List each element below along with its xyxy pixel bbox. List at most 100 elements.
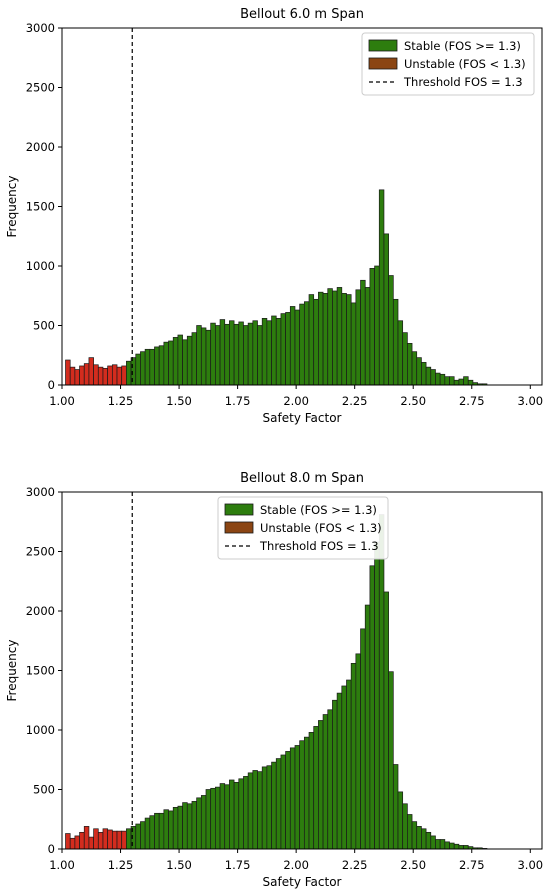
bar-stable	[186, 803, 193, 850]
bar-stable	[467, 379, 474, 386]
bar-stable	[172, 807, 179, 850]
legend: Stable (FOS >= 1.3) Unstable (FOS < 1.3) T…	[217, 496, 389, 560]
bar-stable	[280, 754, 286, 850]
bar-stable	[149, 348, 155, 386]
bar-stable	[332, 290, 338, 386]
bar-unstable	[93, 364, 99, 386]
bar-stable	[360, 279, 366, 386]
bar-stable	[430, 369, 436, 386]
x-tick-label: 2.00	[283, 858, 309, 872]
bar-unstable	[111, 830, 118, 850]
bar-stable	[238, 778, 244, 850]
bar-stable	[322, 293, 329, 386]
bar-stable	[285, 312, 291, 386]
bar-stable	[168, 810, 174, 850]
bar-stable	[407, 343, 413, 386]
bar-stable	[397, 791, 404, 850]
bar-stable	[453, 379, 460, 386]
bar-unstable	[97, 831, 104, 850]
x-tick-label: 2.75	[459, 858, 485, 872]
bar-stable	[397, 320, 404, 386]
bar-stable	[402, 332, 408, 386]
bar-stable	[168, 340, 174, 386]
y-tick-label: 3000	[26, 485, 55, 499]
x-tick-label: 1.00	[49, 394, 75, 408]
bar-stable	[411, 821, 418, 850]
bar-stable	[369, 565, 375, 850]
x-axis-label: Safety Factor	[263, 411, 342, 425]
x-tick-label: 1.50	[166, 858, 192, 872]
bar-unstable	[79, 365, 85, 386]
y-tick-label: 500	[33, 783, 55, 797]
bar-stable	[355, 289, 361, 386]
bar-stable	[453, 843, 460, 850]
bar-stable	[458, 378, 464, 386]
bar-unstable	[83, 826, 90, 850]
bar-stable	[392, 298, 399, 386]
bar-stable	[383, 233, 389, 386]
bar-stable	[435, 372, 441, 386]
bar-stable	[275, 318, 282, 386]
bar-stable	[149, 815, 155, 850]
y-tick-label: 2000	[26, 140, 55, 154]
bar-unstable	[93, 828, 99, 850]
chart-title: Bellout 6.0 m Span	[240, 7, 364, 22]
y-tick-label: 1500	[26, 664, 55, 678]
bar-stable	[126, 828, 132, 850]
bar-stable	[163, 809, 169, 850]
bar-stable	[229, 779, 235, 850]
bar-stable	[257, 325, 263, 386]
bar-stable	[327, 288, 333, 386]
bar-stable	[172, 337, 179, 386]
bar-stable	[383, 591, 389, 850]
bar-unstable	[102, 367, 109, 386]
bar-stable	[341, 685, 347, 850]
bar-stable	[191, 801, 197, 850]
bar-stable	[275, 758, 282, 850]
bar-stable	[154, 346, 160, 386]
bar-stable	[215, 325, 221, 386]
bar-stable	[257, 771, 263, 850]
bar-stable	[144, 348, 151, 386]
x-tick-label: 2.75	[459, 394, 485, 408]
bar-stable	[182, 339, 188, 386]
bar-stable	[388, 671, 394, 850]
legend-label: Unstable (FOS < 1.3)	[404, 57, 526, 71]
bar-stable	[219, 783, 226, 850]
bar-stable	[299, 740, 305, 850]
bar-stable	[229, 320, 235, 386]
histogram-chart-6m: Bellout 6.0 m Span 1.00 1.25 1.50 1.75 2.00 2.…	[5, 7, 543, 425]
bar-stable	[299, 303, 305, 386]
bar-stable	[271, 315, 277, 386]
bar-stable	[247, 322, 254, 386]
bar-stable	[205, 789, 212, 850]
bar-stable	[266, 320, 272, 386]
bar-unstable	[116, 366, 123, 386]
bar-stable	[144, 817, 151, 850]
bar-stable	[392, 764, 399, 850]
bar-stable	[252, 320, 258, 386]
x-tick-label: 2.50	[400, 858, 426, 872]
bar-stable	[243, 776, 249, 850]
chart-title: Bellout 8.0 m Span	[240, 471, 364, 486]
bar-stable	[313, 726, 319, 850]
bar-stable	[210, 322, 216, 386]
bar-stable	[374, 265, 380, 386]
y-tick-label: 0	[48, 378, 55, 392]
bar-stable	[435, 839, 441, 850]
bar-stable	[126, 360, 132, 386]
legend: Stable (FOS >= 1.3) Unstable (FOS < 1.3) T…	[361, 32, 535, 96]
bar-stable	[355, 653, 361, 850]
bar-stable	[135, 823, 141, 850]
bar-stable	[182, 802, 188, 850]
bar-stable	[158, 812, 165, 850]
histogram-chart-8m: Bellout 8.0 m Span 1.00 1.25 1.50 1.75 2.00 2.…	[5, 471, 543, 889]
legend-label: Stable (FOS >= 1.3)	[260, 503, 377, 517]
bar-unstable	[88, 357, 94, 386]
bar-stable	[374, 541, 380, 850]
bar-unstable	[121, 365, 127, 386]
x-tick-label: 2.25	[342, 858, 368, 872]
bar-stable	[444, 376, 450, 386]
bar-stable	[313, 298, 319, 386]
